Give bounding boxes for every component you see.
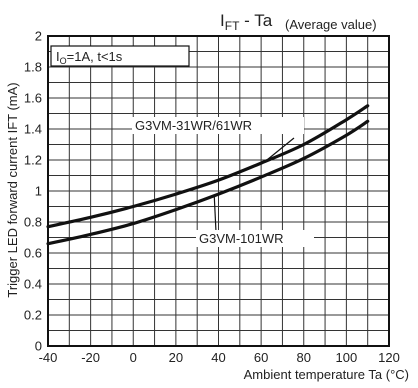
series-label-2: G3VM-101WR [199, 231, 284, 246]
condition-box [50, 45, 190, 67]
y-tick-label: 1.4 [24, 122, 42, 137]
y-tick-label: 1.2 [24, 153, 42, 168]
y-tick-label: 0.6 [24, 246, 42, 261]
x-axis-label: Ambient temperature Ta (°C) [244, 367, 409, 382]
series-group [46, 104, 370, 246]
y-tick-label: 1 [35, 184, 42, 199]
chart-title: IFT - Ta [220, 11, 273, 33]
series-annotations: G3VM-31WR/61WR G3VM-101WR [132, 117, 314, 247]
y-tick-label: 0.4 [24, 277, 42, 292]
y-tick-label: 1.8 [24, 60, 42, 75]
x-tick-label: -40 [39, 350, 58, 365]
y-tick-label: 0.8 [24, 215, 42, 230]
x-tick-label: -20 [81, 350, 100, 365]
series-line-1 [46, 104, 370, 229]
x-tick-label: 100 [336, 350, 358, 365]
chart-subtitle: (Average value) [285, 17, 377, 32]
y-tick-label: 2 [35, 29, 42, 44]
y-tick-label: 1.6 [24, 91, 42, 106]
series-label-1: G3VM-31WR/61WR [135, 118, 252, 133]
series-leader-1 [265, 137, 295, 162]
x-tick-label: 40 [211, 350, 225, 365]
y-axis-label: Trigger LED forward current IFT (mA) [5, 82, 20, 297]
series-line-2 [46, 119, 370, 246]
x-tick-label: 120 [378, 350, 400, 365]
series-label-bg-1 [132, 117, 304, 134]
x-tick-label: 80 [297, 350, 311, 365]
condition-label: IO=1A, t<1s [56, 49, 123, 66]
series-label-bg-2 [196, 230, 314, 247]
x-tick-label: 60 [254, 350, 268, 365]
x-tick-label: 0 [130, 350, 137, 365]
y-tick-label: 0 [35, 339, 42, 354]
x-tick-label: 20 [169, 350, 183, 365]
plot-frame [47, 35, 390, 347]
y-tick-label: 0.2 [24, 308, 42, 323]
series-leader-2 [213, 195, 217, 233]
grid [48, 36, 389, 346]
tick-labels: -40 -20 0 20 40 60 80 100 120 0 0.2 0.4 0.6 0.8 1 1.2 1.… [24, 29, 400, 366]
